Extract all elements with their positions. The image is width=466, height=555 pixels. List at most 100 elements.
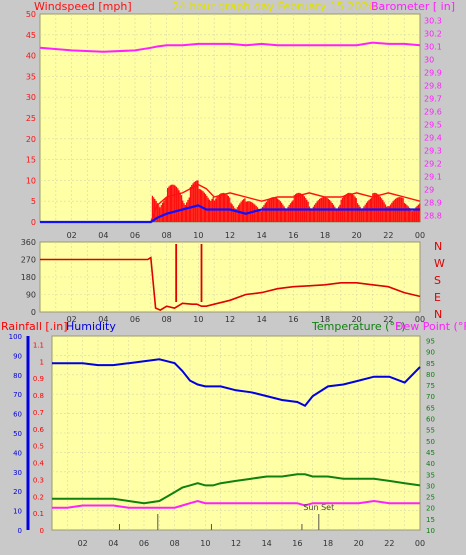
dir-xtick-04: 04 [98, 315, 108, 324]
dewpoint-line [52, 499, 420, 509]
wx-xtick-14: 14 [262, 539, 272, 548]
wind-xtick-06: 06 [130, 231, 140, 240]
temp-ytick-95: 95 [426, 337, 435, 345]
wx-xtick-16: 16 [292, 539, 302, 548]
humidity-ytick-100: 100 [9, 333, 22, 341]
rain-ytick-1: 1 [40, 358, 44, 366]
wind-ytick-35: 35 [26, 72, 36, 81]
dir-xtick-22: 22 [383, 315, 393, 324]
barometer-line [39, 41, 421, 53]
wind-ytick-25: 25 [26, 114, 36, 123]
temperature-line [52, 473, 421, 505]
humidity-ytick-50: 50 [13, 430, 22, 438]
temp-ytick-85: 85 [426, 360, 435, 368]
dir-ytick-90: 90 [26, 291, 36, 300]
temp-ytick-80: 80 [426, 371, 435, 379]
wind-ytick-10: 10 [26, 176, 36, 185]
rain-ytick-0.6: 0.6 [33, 426, 45, 434]
baro-ytick-29.2: 29.2 [424, 160, 442, 169]
rain-ytick-0: 0 [40, 527, 44, 535]
humidity-ytick-40: 40 [13, 449, 22, 457]
humidity-ytick-20: 20 [13, 488, 22, 496]
wind-ytick-0: 0 [31, 218, 36, 227]
humidity-title: Humidity [66, 320, 116, 333]
temp-ytick-45: 45 [426, 449, 435, 457]
wind-ytick-20: 20 [26, 135, 36, 144]
dir-xtick-18: 18 [320, 315, 330, 324]
dir-ytick-180: 180 [21, 273, 36, 282]
rain-ytick-0.1: 0.1 [33, 510, 44, 518]
wind-average-line [40, 204, 420, 224]
temp-ytick-15: 15 [426, 516, 435, 524]
wx-xtick-18: 18 [323, 539, 333, 548]
dir-xtick-12: 12 [225, 315, 235, 324]
wx-xtick-10: 10 [200, 539, 210, 548]
dir-xtick-00: 00 [415, 315, 425, 324]
wind-xtick-10: 10 [193, 231, 203, 240]
rain-ytick-0.7: 0.7 [33, 409, 44, 417]
dir-compass-E-3: E [434, 291, 441, 304]
baro-ytick-30.2: 30.2 [424, 30, 442, 39]
rain-ytick-0.2: 0.2 [33, 493, 44, 501]
wind-xtick-08: 08 [162, 231, 172, 240]
wind-ytick-45: 45 [26, 31, 36, 40]
dir-compass-N-4: N [434, 308, 442, 321]
temp-ytick-30: 30 [426, 482, 435, 490]
wind-xtick-04: 04 [98, 231, 108, 240]
wind-ytick-30: 30 [26, 93, 36, 102]
wind-ytick-15: 15 [26, 156, 36, 165]
dir-ytick-270: 270 [21, 256, 36, 265]
baro-ytick-29.8: 29.8 [424, 82, 442, 91]
sunset-label: Sun Set [303, 503, 334, 512]
humidity-ytick-80: 80 [13, 372, 22, 380]
baro-ytick-29.1: 29.1 [424, 173, 442, 182]
wind-ytick-50: 50 [26, 10, 36, 19]
wind-xtick-22: 22 [383, 231, 393, 240]
wind-xtick-18: 18 [320, 231, 330, 240]
wx-xtick-04: 04 [108, 539, 118, 548]
temp-ytick-55: 55 [426, 427, 435, 435]
temp-ytick-40: 40 [426, 460, 435, 468]
rain-ytick-0.4: 0.4 [33, 460, 45, 468]
rain-ytick-0.8: 0.8 [33, 392, 44, 400]
wind-ytick-5: 5 [31, 197, 36, 206]
baro-ytick-30: 30 [424, 56, 434, 65]
baro-ytick-28.9: 28.9 [424, 199, 442, 208]
humidity-line [52, 358, 421, 408]
temp-ytick-25: 25 [426, 494, 435, 502]
wx-xtick-06: 06 [139, 539, 149, 548]
baro-ytick-29.7: 29.7 [424, 95, 442, 104]
temp-ytick-75: 75 [426, 382, 435, 390]
dir-ytick-0: 0 [31, 308, 36, 317]
baro-ytick-28.8: 28.8 [424, 212, 442, 221]
wx-xtick-00: 00 [415, 539, 425, 548]
wx-xtick-22: 22 [384, 539, 394, 548]
dir-xtick-06: 06 [130, 315, 140, 324]
temp-ytick-65: 65 [426, 404, 435, 412]
rain-ytick-1.1: 1.1 [33, 341, 44, 349]
humidity-ytick-70: 70 [13, 391, 22, 399]
humidity-ytick-10: 10 [13, 508, 22, 516]
temp-ytick-90: 90 [426, 349, 435, 357]
rain-ytick-0.5: 0.5 [33, 443, 44, 451]
wx-xtick-20: 20 [354, 539, 364, 548]
temp-ytick-50: 50 [426, 438, 435, 446]
baro-ytick-29.5: 29.5 [424, 121, 442, 130]
barometer-title: Barometer [ in] [371, 0, 455, 13]
wind-xtick-12: 12 [225, 231, 235, 240]
windspeed-title: Windspeed [mph] [34, 0, 132, 13]
dir-compass-S-2: S [434, 274, 441, 287]
wind-xtick-16: 16 [288, 231, 298, 240]
wind-direction-line [40, 256, 421, 311]
baro-ytick-29: 29 [424, 186, 434, 195]
dir-compass-W-1: W [434, 257, 445, 270]
dir-xtick-16: 16 [288, 315, 298, 324]
temp-ytick-10: 10 [426, 527, 435, 535]
temp-ytick-60: 60 [426, 416, 435, 424]
baro-ytick-29.9: 29.9 [424, 69, 442, 78]
dir-ytick-360: 360 [21, 238, 36, 247]
dir-xtick-14: 14 [257, 315, 267, 324]
baro-ytick-30.3: 30.3 [424, 17, 442, 26]
